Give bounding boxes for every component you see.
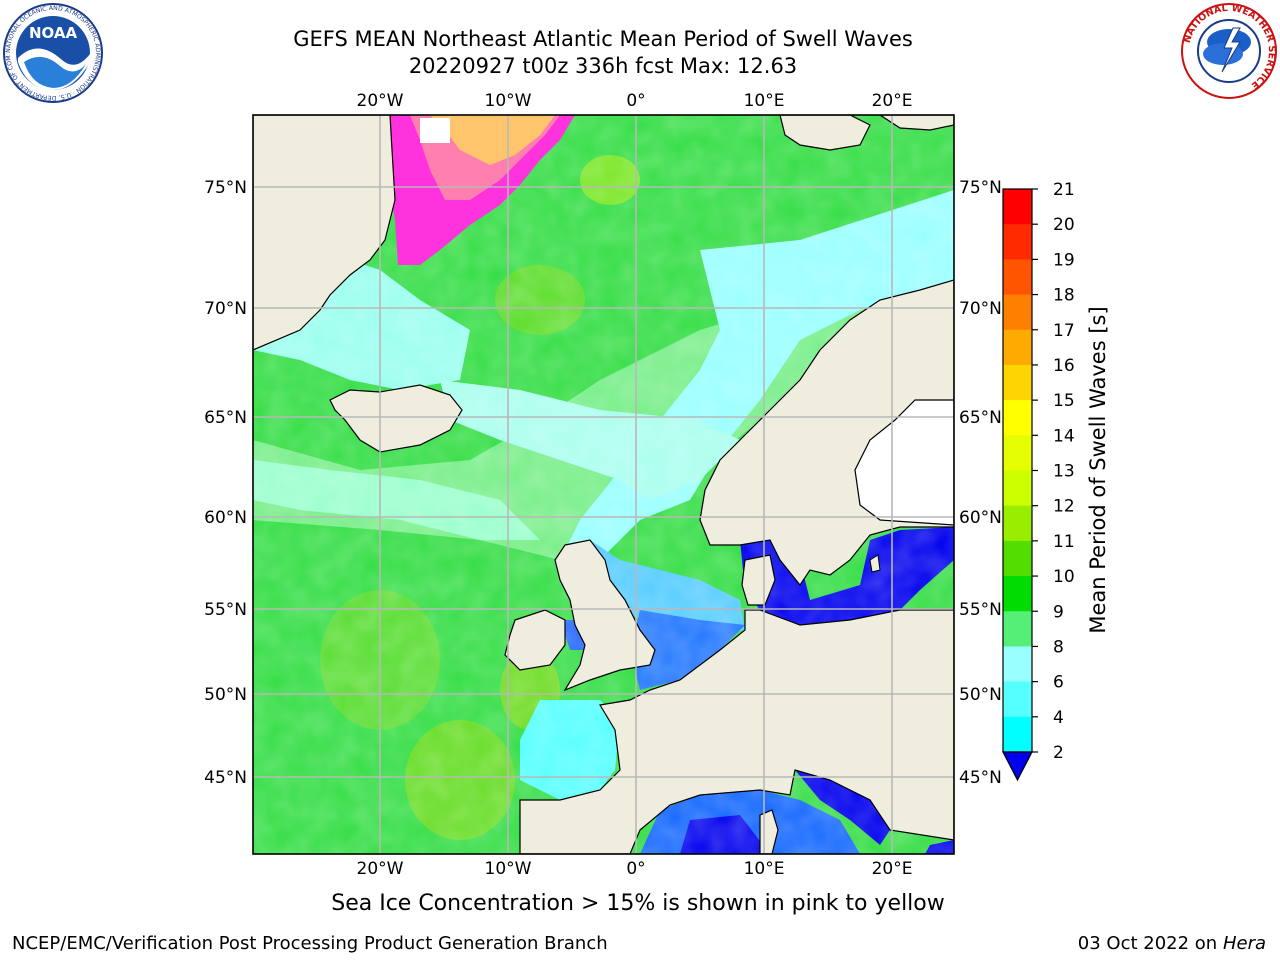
sea-ice-note: Sea Ice Concentration > 15% is shown in … [331, 891, 945, 916]
continental-europe [519, 609, 954, 854]
colorbar-tick-label: 10 [1053, 567, 1075, 587]
colorbar-tick-label: 14 [1053, 426, 1075, 446]
lon-label-bottom: 10°E [744, 859, 785, 879]
colorbar-tick-label: 12 [1053, 497, 1075, 517]
lon-label-bottom: 20°E [872, 859, 913, 879]
colorbar-bin [1003, 611, 1032, 647]
lon-label-top: 20°W [357, 91, 404, 111]
lon-label-top: 10°W [485, 91, 532, 111]
colorbar-bin [1003, 540, 1032, 577]
lon-label-top: 10°E [744, 91, 785, 111]
svalbard [779, 115, 871, 151]
great-britain [554, 539, 656, 692]
map-frame [252, 114, 955, 855]
colorbar-bin [1003, 364, 1032, 401]
noaa-logo: NOAA NATIONAL OCEANIC AND ATMOSPHERIC AD… [2, 2, 103, 103]
lat-label-left: 65°N [204, 408, 247, 428]
lat-label-right: 75°N [959, 178, 1002, 198]
colorbar-label: Mean Period of Swell Waves [s] [1086, 306, 1110, 634]
colorbar-ticks: 21 20 19 18 17 16 15 14 13 12 11 10 9 8 6 4 2 [1032, 180, 1075, 763]
lat-label-right: 60°N [959, 508, 1002, 528]
colorbar-bin [1003, 505, 1032, 542]
map-subtitle: 20220927 t00z 336h fcst Max: 12.63 [408, 54, 798, 78]
lon-label-bottom: 10°W [485, 859, 532, 879]
gulf-of-bothnia [854, 399, 954, 526]
lat-label-right: 55°N [959, 600, 1002, 620]
lat-label-left: 50°N [204, 685, 247, 705]
colorbar-tick-label: 17 [1053, 321, 1075, 341]
colorbar-bin [1003, 259, 1032, 296]
colorbar-tick-label: 19 [1053, 250, 1075, 270]
greenland [253, 115, 396, 351]
colorbar-bin [1003, 576, 1032, 612]
colorbar-tick-label: 2 [1053, 743, 1064, 763]
lat-label-left: 70°N [204, 299, 247, 319]
colorbar-bin [1003, 435, 1032, 471]
colorbar-bin [1003, 294, 1032, 331]
map-title: GEFS MEAN Northeast Atlantic Mean Period… [293, 27, 913, 51]
noaa-logo-text: NOAA [29, 24, 78, 42]
colorbar-bin [1003, 470, 1032, 507]
lon-label-bottom: 0° [626, 859, 645, 879]
lat-label-left: 45°N [204, 768, 247, 788]
colorbar-bin [1003, 681, 1032, 718]
lat-label-left: 60°N [204, 508, 247, 528]
lat-label-right: 70°N [959, 299, 1002, 319]
colorbar-tick-label: 8 [1053, 637, 1064, 657]
graticule [253, 115, 954, 854]
colorbar-tick-label: 16 [1053, 356, 1075, 376]
generation-date: 03 Oct 2022 on Hera [1078, 933, 1266, 954]
colorbar-bins [1002, 188, 1033, 782]
colorbar-tick-label: 20 [1053, 215, 1075, 235]
nws-logo: NATIONAL WEATHER SERVICE [1181, 3, 1277, 99]
colorbar-bin [1003, 646, 1032, 683]
lat-label-left: 75°N [204, 178, 247, 198]
machine-name: Hera [1222, 933, 1266, 954]
sea-ice-yellow [430, 115, 555, 165]
lat-label-left: 55°N [204, 600, 247, 620]
colorbar-bin [1003, 224, 1032, 260]
colorbar-tick-label: 6 [1053, 673, 1064, 693]
lon-label-top: 0° [626, 91, 645, 111]
colorbar-tick-label: 21 [1053, 180, 1075, 200]
credit-line: NCEP/EMC/Verification Post Processing Pr… [12, 933, 608, 954]
colorbar-tick-label: 18 [1053, 286, 1075, 306]
colorbar-tick-label: 4 [1053, 708, 1064, 728]
lat-label-right: 65°N [959, 408, 1002, 428]
colorbar-bin [1003, 716, 1032, 753]
colorbar-under-arrow [1002, 751, 1033, 782]
lon-label-bottom: 20°W [357, 859, 404, 879]
denmark [741, 554, 776, 606]
date-text: 03 Oct 2022 on [1077, 933, 1223, 954]
lon-label-top: 20°E [872, 91, 913, 111]
colorbar-bin [1003, 400, 1032, 436]
colorbar-tick-label: 13 [1053, 462, 1075, 482]
colorbar-tick-label: 15 [1053, 391, 1075, 411]
colorbar-bin [1003, 189, 1032, 225]
lat-label-right: 50°N [959, 685, 1002, 705]
colorbar-tick-label: 11 [1053, 532, 1075, 552]
lat-label-right: 45°N [959, 768, 1002, 788]
colorbar-bin [1003, 329, 1032, 366]
colorbar-tick-label: 9 [1053, 602, 1064, 622]
